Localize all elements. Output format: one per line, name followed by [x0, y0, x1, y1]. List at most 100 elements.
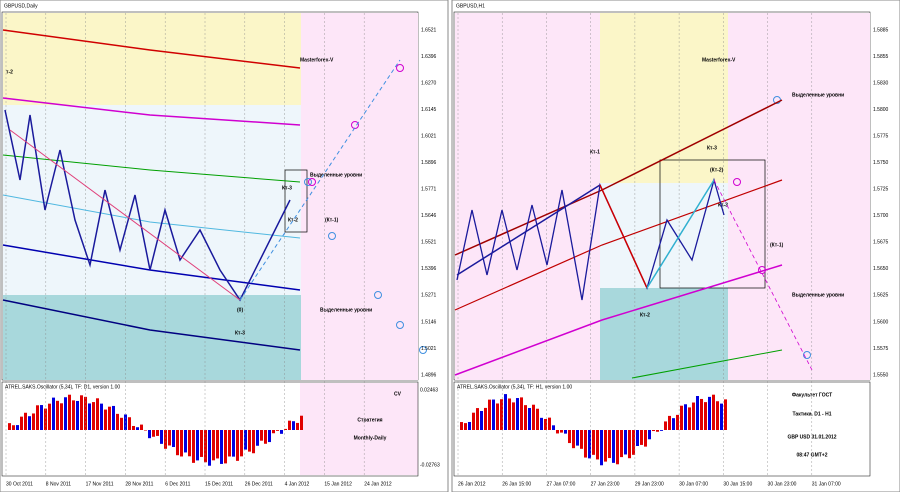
date-label: 26 Jan 15:00 [502, 481, 531, 487]
osc-bar [232, 430, 235, 457]
trend-line [646, 179, 715, 289]
price-label: 1.5521 [421, 240, 437, 246]
osc-bar [660, 430, 663, 431]
osc-bar [300, 415, 303, 430]
price-label: 1.5830 [873, 80, 889, 86]
osc-bar [220, 430, 223, 464]
osc-bar [576, 430, 579, 446]
osc-bar [584, 430, 587, 458]
osc-bar [176, 430, 179, 456]
osc-bar [52, 397, 55, 430]
osc-bar [492, 399, 495, 430]
osc-bar [292, 421, 295, 430]
osc-bar [148, 430, 151, 439]
price-label: 1.6145 [421, 107, 437, 113]
price-label: 1.5271 [421, 293, 437, 299]
osc-bar [688, 407, 691, 430]
box [284, 169, 308, 233]
osc-bar [204, 430, 207, 463]
price-label: 1.6270 [421, 80, 437, 86]
osc-bar [48, 403, 51, 430]
date-label: 30 Jan 23:00 [768, 481, 797, 487]
price-label: 1.5146 [421, 319, 437, 325]
level-marker [304, 178, 312, 186]
annotation: (0) [237, 307, 243, 313]
osc-bar [164, 430, 167, 449]
annotation: (Кт-2) [710, 167, 724, 173]
osc-bar [516, 398, 519, 430]
osc-bar [496, 403, 499, 430]
osc-bar [76, 400, 79, 430]
osc-bar [68, 394, 71, 430]
osc-bar [632, 430, 635, 455]
osc-bar [240, 430, 243, 457]
watermark: Masterforex-V [702, 57, 736, 63]
osc-bar [120, 417, 123, 430]
annotation: т-2 [6, 69, 13, 75]
osc-bar [520, 397, 523, 430]
level-marker [396, 321, 404, 329]
date-label: 4 Jan 2012 [285, 481, 310, 487]
osc-bar [24, 412, 27, 430]
osc-bar [160, 430, 163, 444]
osc-bar [724, 399, 727, 430]
osc-bar [224, 430, 227, 464]
osc-bar [668, 415, 671, 430]
date-label: 17 Nov 2011 [86, 481, 114, 487]
osc-bar [280, 430, 283, 434]
level-marker [419, 346, 427, 354]
osc-title: ATREL.SAKS.Oscillator (5,34), TF: H1, ve… [457, 384, 572, 390]
osc-bar [708, 396, 711, 430]
osc-bar [628, 430, 631, 459]
osc-bar [476, 408, 479, 430]
annotation: (Кт-1) [325, 217, 339, 223]
osc-bar [92, 402, 95, 430]
osc-badge: CV [394, 391, 402, 397]
osc-bar [132, 425, 135, 430]
info-text: GBP USD 31.01.2012 [787, 434, 836, 440]
osc-bar [72, 400, 75, 430]
osc-bar [44, 408, 47, 430]
osc-bar [580, 430, 583, 449]
level-marker [374, 291, 382, 299]
osc-bar [276, 430, 279, 431]
osc-bar [480, 410, 483, 430]
osc-bar [604, 430, 607, 462]
osc-bar [472, 412, 475, 430]
osc-bar [500, 399, 503, 430]
price-line [4, 109, 291, 302]
osc-bar [644, 430, 647, 447]
info-text: 08:47 GMT+2 [797, 452, 828, 458]
osc-bar [524, 405, 527, 430]
osc-bar [680, 405, 683, 430]
osc-bar [696, 396, 699, 430]
line [2, 154, 301, 183]
price-label: 1.5750 [873, 160, 889, 166]
osc-bar [468, 421, 471, 430]
osc-bar [228, 430, 231, 457]
osc-bar [568, 430, 571, 444]
annotation: Кт-3 [707, 145, 717, 151]
osc-bar [664, 421, 667, 430]
date-label: 30 Jan 15:00 [723, 481, 752, 487]
zone-blue [600, 183, 728, 288]
level-marker [396, 64, 404, 72]
osc-bar [704, 402, 707, 430]
osc-bar [588, 430, 591, 459]
osc-bar [108, 406, 111, 430]
annotation: Кт-3 [282, 185, 292, 191]
watermark: Masterforex-V [300, 57, 334, 63]
osc-bar [244, 430, 247, 450]
price-label: 1.5855 [873, 54, 889, 60]
price-label: 1.6521 [421, 27, 437, 33]
level-marker [308, 178, 316, 186]
zone-pink [301, 13, 418, 380]
line [2, 29, 301, 69]
osc-bar [556, 430, 559, 434]
osc-bar [504, 394, 507, 430]
price-label: 1.5800 [873, 107, 889, 113]
osc-bar [648, 430, 651, 440]
osc-bar [40, 405, 43, 430]
osc-bar [536, 408, 539, 430]
osc-bar [464, 423, 467, 430]
